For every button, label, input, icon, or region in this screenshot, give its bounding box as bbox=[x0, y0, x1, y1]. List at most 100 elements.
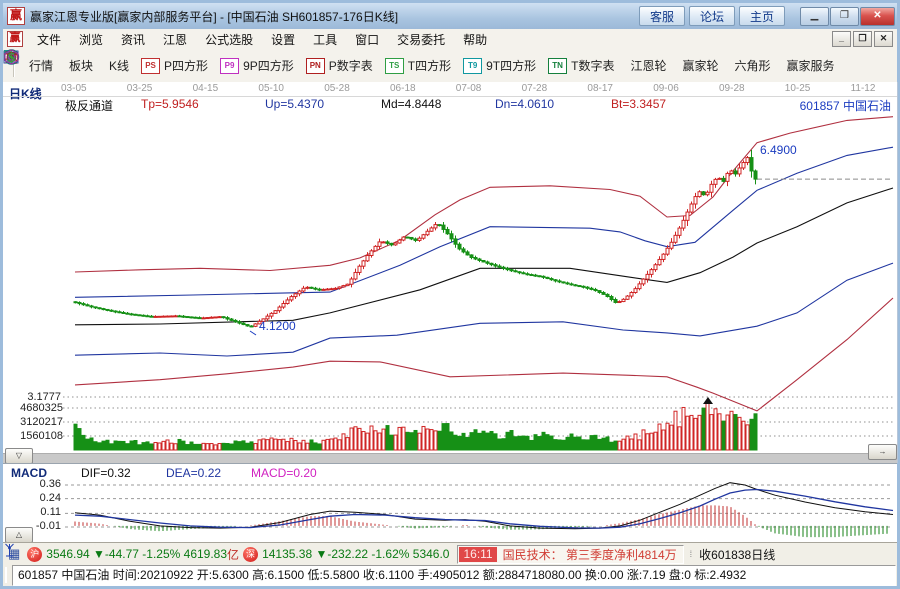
pane-label-daily-kline: 日K线 bbox=[9, 87, 42, 101]
toolbar-item-label: 9T四方形 bbox=[486, 59, 537, 73]
toolbar-item-label: T四方形 bbox=[407, 59, 452, 73]
menu-item-9[interactable]: 帮助 bbox=[463, 32, 488, 47]
menu-item-4[interactable]: 公式选股 bbox=[205, 32, 254, 47]
title-bar: 赢 赢家江恩专业版[赢家内部服务平台] - [中国石油 SH601857-176… bbox=[3, 3, 897, 30]
menu-item-0[interactable]: 文件 bbox=[37, 32, 62, 47]
macd-scale-1: 0.36 bbox=[39, 478, 61, 490]
toolbar-item-label: 赢家服务 bbox=[786, 59, 835, 73]
service-button[interactable]: 客服 bbox=[638, 6, 685, 26]
date-axis: 03-05 03-25 04-15 05-10 05-28 06-18 07-08 07-28… bbox=[3, 83, 897, 96]
stock-info-field: 601857 中国石油 时间:20210922 开:5.6300 高:6.150… bbox=[12, 565, 896, 586]
date-tick-09-28: 09-28 bbox=[719, 83, 745, 94]
toolbar-item-2[interactable]: K线 bbox=[4, 50, 135, 77]
svg-text:Big: Big bbox=[7, 56, 16, 62]
collapse-volume-button[interactable]: ▽ bbox=[5, 448, 33, 464]
date-tick-08-17: 08-17 bbox=[587, 83, 613, 94]
scroll-right-button[interactable]: → bbox=[868, 444, 897, 460]
toolbar: 行情 板块 K线 PS P四方形 P9 9P四方形 PN P数字表 TS T四方形 T9 9T四方形 TN… bbox=[3, 49, 897, 83]
menu-item-1[interactable]: 浏览 bbox=[79, 32, 104, 47]
app-logo-icon: 赢 bbox=[7, 7, 25, 25]
toolbar-item-8[interactable]: TN T数字表 bbox=[542, 54, 620, 77]
news-ticker[interactable]: 16:11 国民技术： 第三季度净利4814万 bbox=[457, 544, 684, 564]
home-button[interactable]: 主页 bbox=[738, 6, 785, 26]
menu-bar: 赢 文件 浏览 资讯 江恩 公式选股 设置 工具 窗口 交易委托 帮助 _ ❐ ✕ bbox=[3, 29, 897, 50]
high-price-label: 6.4900 bbox=[760, 143, 797, 157]
date-tick-05-10: 05-10 bbox=[258, 83, 284, 94]
date-tick-04-15: 04-15 bbox=[192, 83, 219, 94]
toolbar-item-4[interactable]: P9 9P四方形 bbox=[214, 54, 300, 77]
date-tick-10-25: 10-25 bbox=[784, 83, 811, 94]
toolbar-item-6[interactable]: TS T四方形 bbox=[379, 54, 457, 77]
toolbar-item-5[interactable]: PN P数字表 bbox=[300, 54, 379, 77]
sz-index-amount: 5346.0 bbox=[412, 547, 450, 561]
toolbar-separator bbox=[13, 54, 15, 77]
shanghai-index-icon[interactable]: 沪 bbox=[27, 546, 43, 562]
volume-scale-3: 1560108 bbox=[20, 430, 63, 442]
date-tick-07-08: 07-08 bbox=[455, 83, 482, 94]
horizontal-scrollbar[interactable] bbox=[3, 453, 897, 464]
kline-panel: 日K线 03-05 03-25 04-15 05-10 05-28 06-18 07-08 0… bbox=[3, 82, 898, 464]
toolbar-item-label: P数字表 bbox=[328, 59, 373, 73]
broadcast-antenna-icon bbox=[5, 543, 14, 557]
stock-label: 601857 中国石油 bbox=[799, 99, 891, 113]
kline-chart[interactable] bbox=[3, 82, 897, 463]
toolbar-item-1[interactable]: 板块 bbox=[4, 50, 99, 77]
svg-text:$: $ bbox=[8, 51, 15, 65]
menu-item-2[interactable]: 资讯 bbox=[121, 32, 146, 47]
quote-table-icon[interactable]: ▦ bbox=[8, 546, 21, 561]
menu-item-6[interactable]: 工具 bbox=[313, 32, 338, 47]
menu-item-7[interactable]: 窗口 bbox=[355, 32, 380, 47]
sh-index-amount: 4619.83 bbox=[183, 547, 228, 561]
menu-logo-icon: 赢 bbox=[7, 31, 23, 47]
maximize-icon: ❐ bbox=[840, 10, 849, 21]
toolbar-item-9[interactable]: 江恩轮 bbox=[4, 49, 672, 77]
volume-scale-1: 4680325 bbox=[20, 402, 63, 414]
sh-index-value: 3546.94 bbox=[46, 547, 90, 561]
indicator-header: 极反通道 Tp=5.9546 Up=5.4370 Md=4.8448 Dn=4.… bbox=[3, 97, 897, 113]
macd-chart[interactable] bbox=[3, 464, 897, 543]
date-tick-03-25: 03-25 bbox=[126, 83, 153, 94]
toolbar-item-label: K线 bbox=[109, 59, 130, 73]
mdi-minimize-button[interactable]: _ bbox=[832, 31, 851, 47]
news-time-badge: 16:11 bbox=[459, 546, 497, 562]
menu-item-5[interactable]: 设置 bbox=[271, 32, 296, 47]
info-bar: 601857 中国石油 时间:20210922 开:5.6300 高:6.150… bbox=[3, 564, 897, 586]
mdi-close-button[interactable]: ✕ bbox=[874, 31, 893, 47]
menu-item-3[interactable]: 江恩 bbox=[163, 32, 188, 47]
toolbar-item-10[interactable]: Big 赢家轮 bbox=[3, 49, 724, 77]
macd-scale-2: 0.24 bbox=[39, 492, 61, 504]
indicator-md: Md=4.8448 bbox=[381, 97, 442, 111]
toolbar-item-12[interactable]: $ 赢家服务 bbox=[8, 51, 841, 77]
toolbar-item-3[interactable]: PS P四方形 bbox=[135, 54, 214, 77]
minimize-icon: ▁ bbox=[810, 10, 819, 21]
macd-dea-value: DEA=0.22 bbox=[166, 466, 222, 480]
toolbar-item-7[interactable]: T9 9T四方形 bbox=[457, 54, 542, 77]
t9-box-icon: T9 bbox=[463, 57, 483, 74]
price-grid-label: 3.1777 bbox=[27, 391, 61, 403]
shenzhen-index-icon[interactable]: 深 bbox=[243, 546, 259, 562]
maximize-button[interactable]: ❐ bbox=[830, 6, 859, 26]
minimize-button[interactable]: ▁ bbox=[800, 6, 829, 26]
macd-scale-4: -0.01 bbox=[35, 520, 61, 532]
receiving-status-text: 收601838日线 bbox=[699, 547, 776, 562]
date-tick-11-12: 11-12 bbox=[850, 83, 876, 94]
menu-item-8[interactable]: 交易委托 bbox=[397, 32, 446, 47]
expand-pane-button[interactable]: △ bbox=[5, 527, 33, 543]
ticker-divider: ⁞ bbox=[689, 549, 692, 559]
ps-box-icon: PS bbox=[141, 57, 161, 74]
close-button[interactable]: ✕ bbox=[860, 6, 895, 26]
forum-button[interactable]: 论坛 bbox=[688, 6, 735, 26]
toolbar-items: 行情 板块 K线 PS P四方形 P9 9P四方形 PN P数字表 TS T四方形 T9 9T四方形 TN… bbox=[3, 49, 841, 77]
mdi-restore-button[interactable]: ❐ bbox=[853, 31, 872, 47]
indicator-tp: Tp=5.9546 bbox=[141, 97, 199, 111]
p9-box-icon: P9 bbox=[220, 57, 240, 74]
status-bar: ▦ 沪 3546.94 ▼-44.77 -1.25% 4619.83 亿 深 14… bbox=[3, 542, 897, 565]
toolbar-item-11[interactable]: 六角形 bbox=[4, 49, 777, 77]
sz-index-pct: -1.62% bbox=[371, 547, 410, 561]
macd-pane-label: MACD bbox=[11, 466, 47, 480]
macd-panel: MACD DIF=0.32 DEA=0.22 MACD=0.20 0.36 0.… bbox=[3, 463, 897, 543]
indicator-bt: Bt=3.3457 bbox=[611, 97, 667, 111]
toolbar-item-0[interactable]: 行情 bbox=[3, 50, 59, 77]
date-tick-06-18: 06-18 bbox=[390, 83, 416, 94]
toolbar-item-label: 六角形 bbox=[734, 59, 771, 73]
